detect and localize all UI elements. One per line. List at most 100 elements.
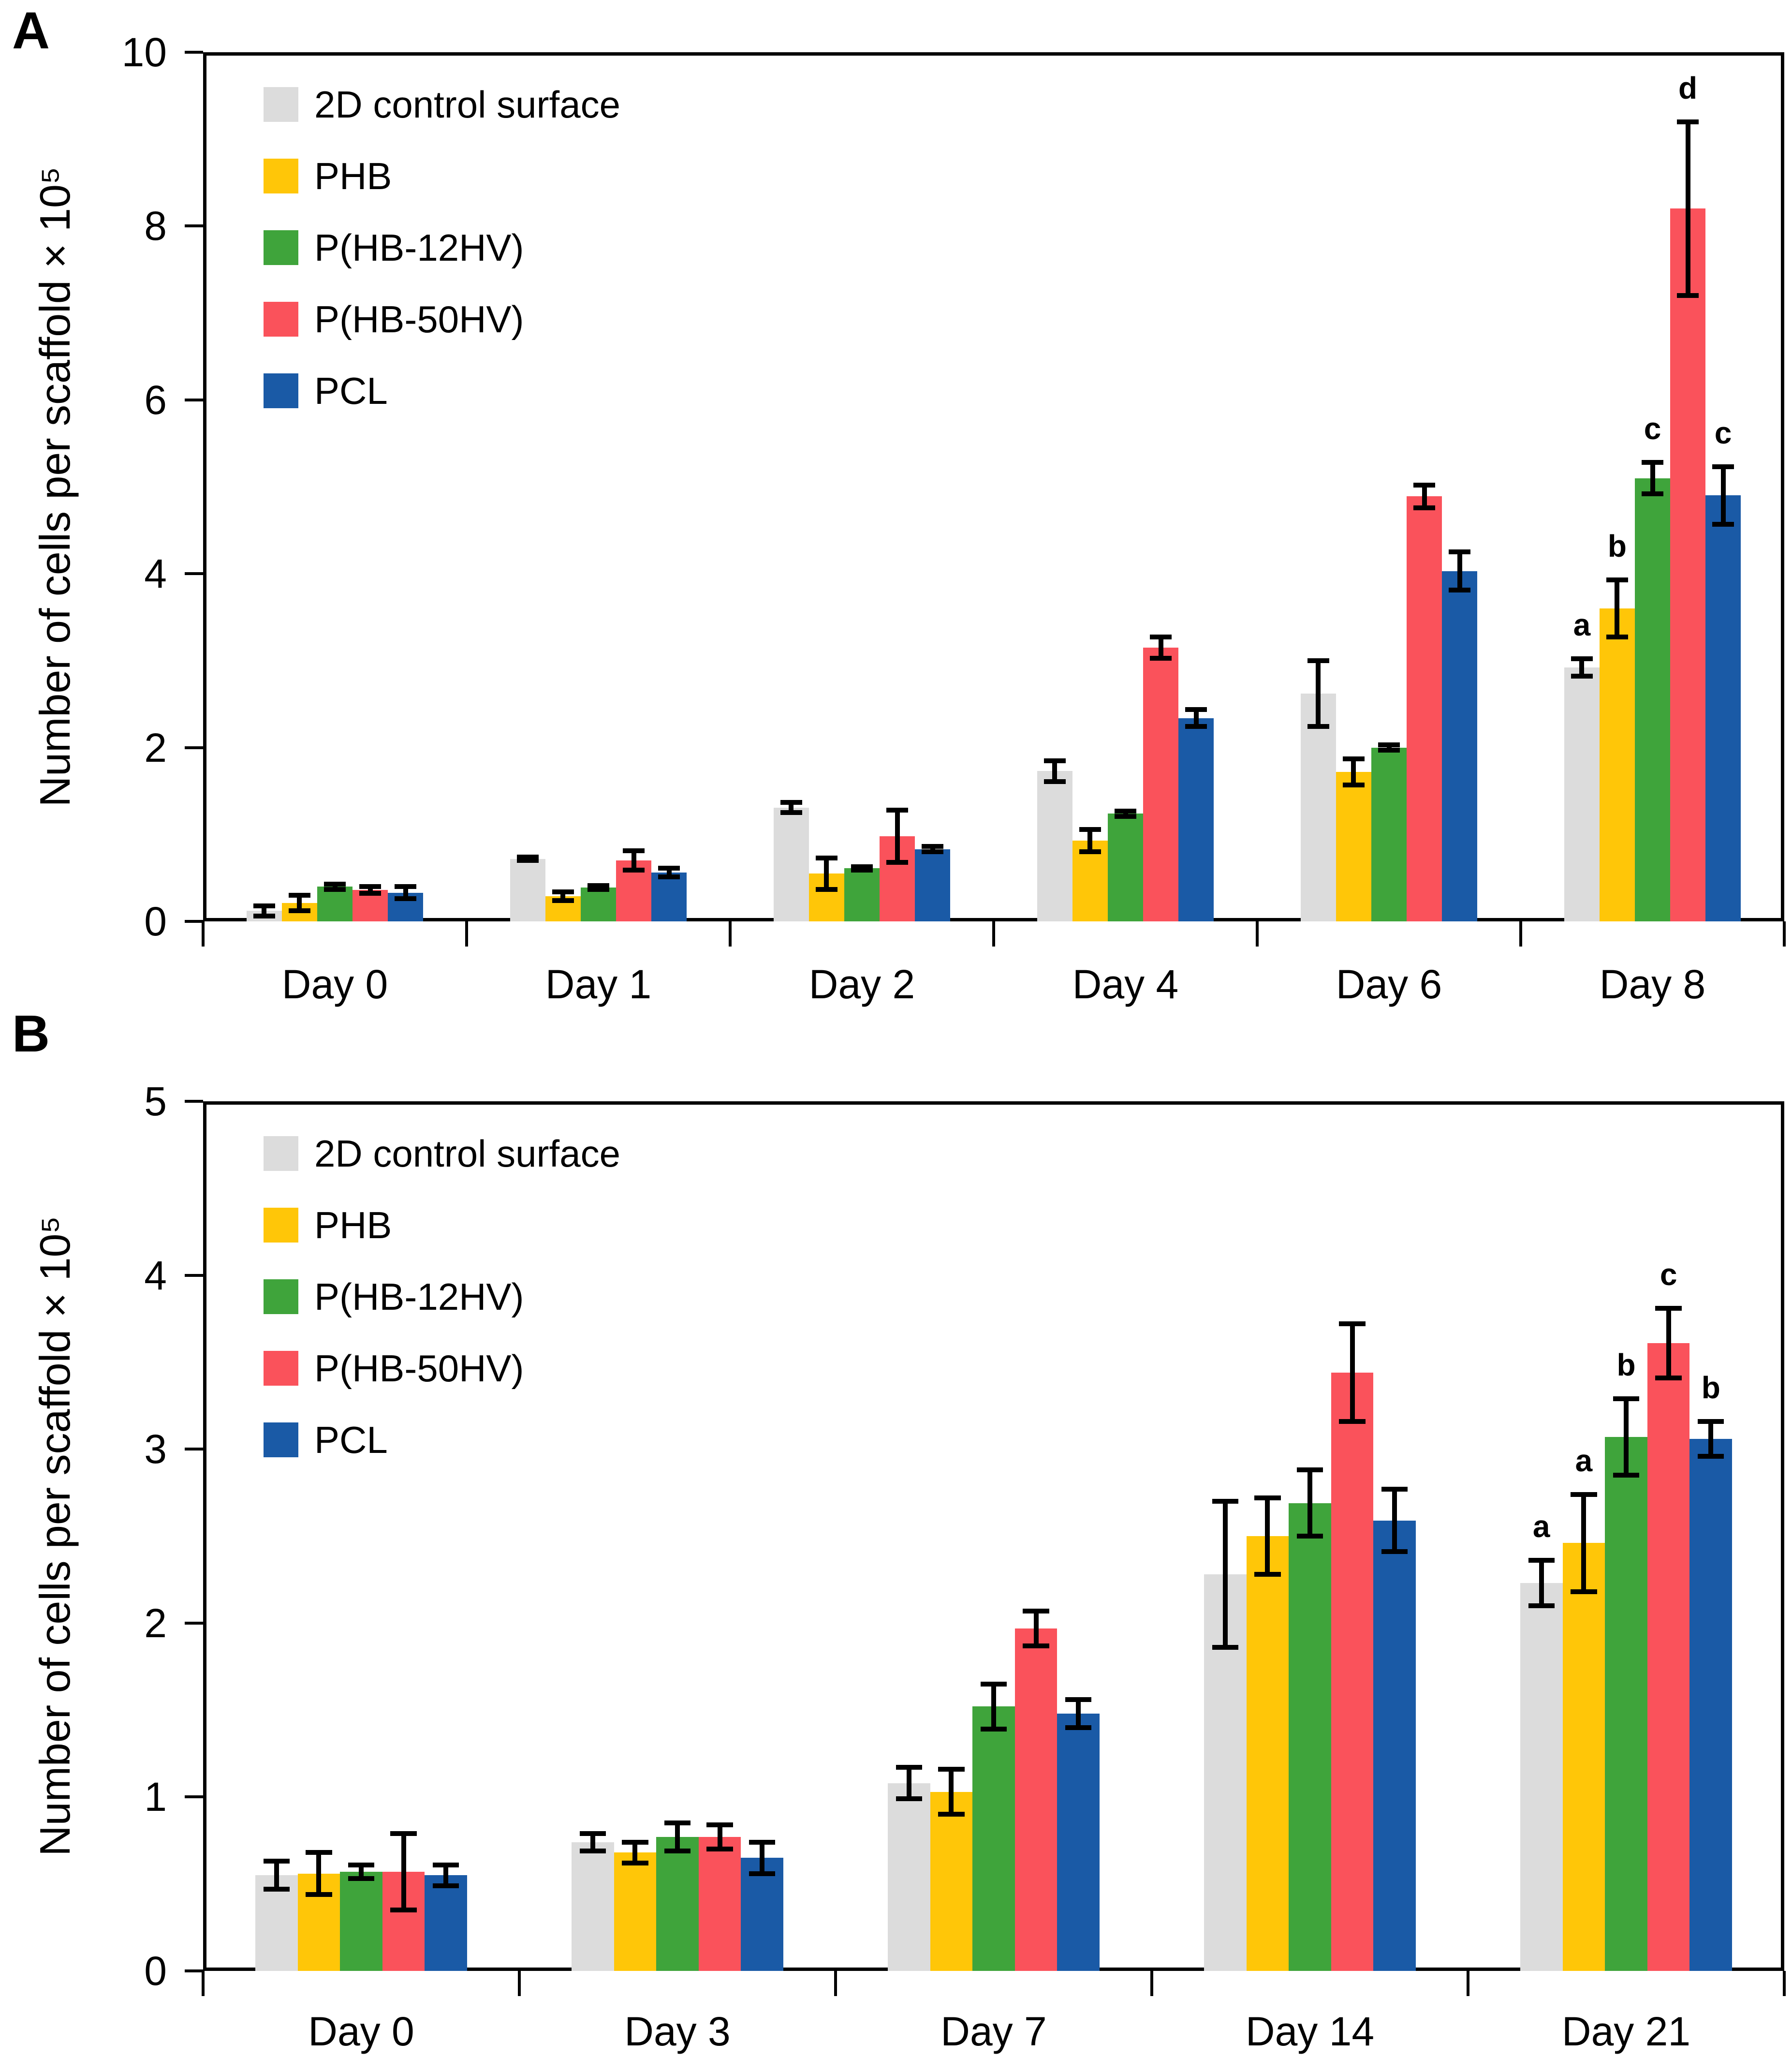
plot-frame-a — [203, 52, 1784, 921]
panel-a-letter: A — [12, 1, 50, 59]
legend-swatch-2d-control-surface — [264, 1136, 298, 1171]
error-bar-line — [316, 1852, 322, 1894]
x-tick-mark — [992, 921, 995, 947]
error-bar-cap-bottom — [706, 1847, 733, 1852]
y-tick-mark — [185, 1273, 203, 1277]
significance-letter: a — [1532, 1509, 1550, 1544]
legend-swatch-pcl — [264, 373, 298, 408]
bar-p-hb-12hv--day-6 — [1371, 747, 1407, 921]
error-bar-cap-top — [1698, 1419, 1724, 1424]
bar-2d-control-surface-day-21 — [1520, 1583, 1563, 1971]
y-tick-label: 4 — [144, 551, 167, 597]
legend-label-phb: PHB — [314, 1204, 392, 1246]
y-tick-mark — [185, 51, 203, 54]
y-axis-label-a: Number of cells per scaffold × 10⁵ — [31, 166, 79, 807]
error-bar-cap-bottom — [1378, 747, 1400, 753]
x-tick-mark — [465, 921, 468, 947]
error-bar-cap-top — [263, 1859, 290, 1864]
error-bar-cap-bottom — [394, 896, 417, 902]
y-tick-label: 1 — [144, 1774, 167, 1820]
error-bar-cap-top — [706, 1822, 733, 1827]
error-bar-cap-top — [1655, 1305, 1682, 1311]
error-bar-line — [1457, 552, 1462, 591]
error-bar-cap-bottom — [263, 1886, 290, 1892]
error-bar-line — [1422, 485, 1427, 508]
error-bar-cap-bottom — [323, 887, 346, 892]
error-bar-cap-bottom — [1571, 1589, 1597, 1595]
error-bar-cap-bottom — [1149, 655, 1172, 661]
error-bar-line — [631, 851, 636, 870]
error-bar-cap-top — [1641, 460, 1664, 465]
error-bar-cap-top — [1413, 482, 1436, 488]
y-tick-mark — [185, 1100, 203, 1103]
error-bar-cap-bottom — [1114, 814, 1137, 819]
error-bar-line — [949, 1769, 954, 1815]
bar-pcl-day-14 — [1373, 1520, 1416, 1971]
bar-p-hb-50hv--day-3 — [698, 1837, 741, 1971]
error-bar-cap-top — [1613, 1396, 1640, 1401]
error-bar-cap-bottom — [1655, 1375, 1682, 1380]
bar-p-hb-50hv--day-4 — [1143, 647, 1179, 921]
error-bar-line — [1579, 659, 1585, 677]
bar-p-hb-12hv--day-1 — [580, 887, 616, 921]
legend-label-pcl: PCL — [314, 1419, 388, 1461]
error-bar-cap-bottom — [1185, 724, 1207, 729]
error-bar-cap-bottom — [1712, 521, 1734, 527]
error-bar-cap-top — [1528, 1558, 1555, 1563]
error-bar-line — [1307, 1470, 1312, 1536]
error-bar-cap-bottom — [1528, 1603, 1555, 1608]
error-bar-cap-bottom — [1023, 1643, 1049, 1648]
y-tick-label: 6 — [144, 377, 167, 423]
error-bar-cap-bottom — [1613, 1473, 1640, 1478]
error-bar-line — [297, 895, 302, 911]
error-bar-line — [666, 868, 672, 877]
significance-letter: c — [1714, 415, 1732, 451]
y-tick-label: 0 — [144, 899, 167, 944]
bar-pcl-day-0 — [425, 1875, 468, 1971]
error-bar-line — [930, 846, 935, 852]
error-bar-cap-bottom — [253, 914, 276, 919]
y-tick-label: 2 — [144, 1600, 167, 1646]
error-bar-cap-bottom — [815, 887, 838, 892]
y-tick-mark — [185, 1448, 203, 1451]
y-tick-label: 2 — [144, 725, 167, 770]
error-bar-cap-bottom — [851, 867, 873, 873]
error-bar-cap-top — [1079, 827, 1102, 832]
error-bar-line — [274, 1861, 279, 1889]
x-category-label: Day 8 — [1599, 962, 1706, 1007]
error-bar-cap-top — [851, 864, 873, 869]
error-bar-cap-top — [348, 1862, 375, 1867]
significance-letter: d — [1678, 70, 1698, 105]
error-bar-cap-top — [1065, 1697, 1092, 1702]
error-bar-cap-bottom — [1065, 1725, 1092, 1730]
x-tick-mark — [729, 921, 732, 947]
error-bar-cap-top — [390, 1831, 417, 1836]
error-bar-cap-top — [815, 855, 838, 860]
error-bar-cap-bottom — [1212, 1645, 1238, 1650]
error-bar-line — [1076, 1700, 1081, 1728]
error-bar-cap-bottom — [1342, 782, 1365, 787]
legend-swatch-p-hb-12hv- — [264, 230, 298, 265]
bar-pcl-day-6 — [1442, 571, 1478, 921]
error-bar-cap-bottom — [1339, 1419, 1366, 1424]
error-bar-cap-bottom — [1307, 724, 1330, 729]
bar-2d-control-surface-day-6 — [1300, 694, 1336, 921]
error-bar-cap-top — [664, 1820, 691, 1826]
error-bar-cap-bottom — [579, 1848, 606, 1853]
error-bar-cap-bottom — [1413, 505, 1436, 510]
x-category-label: Day 3 — [624, 2009, 731, 2054]
legend-swatch-pcl — [264, 1422, 298, 1457]
error-bar-cap-bottom — [622, 867, 645, 873]
error-bar-cap-top — [1307, 658, 1330, 663]
significance-letter: a — [1575, 1443, 1593, 1478]
error-bar-cap-top — [1676, 119, 1699, 124]
error-bar-cap-bottom — [749, 1871, 776, 1876]
error-bar-line — [403, 887, 408, 899]
significance-letter: c — [1644, 411, 1661, 446]
error-bar-line — [590, 1833, 595, 1851]
error-bar-cap-top — [921, 844, 944, 849]
error-bar-line — [262, 905, 267, 917]
significance-letter: b — [1616, 1347, 1636, 1382]
bar-2d-control-surface-day-1 — [510, 858, 545, 921]
bar-2d-control-surface-day-8 — [1564, 667, 1600, 921]
